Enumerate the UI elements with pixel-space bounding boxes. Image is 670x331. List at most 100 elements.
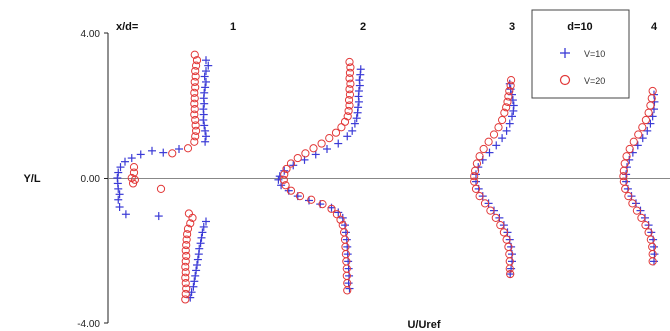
marker-circle-v20-station-2 [295, 192, 305, 201]
marker-circle-v20-station-1 [188, 213, 197, 222]
legend-marker-plus-icon [560, 48, 570, 58]
marker-circle-v20-station-2 [293, 153, 302, 163]
marker-circle-v20-station-2 [337, 123, 346, 132]
marker-circle-v20-station-2 [279, 175, 288, 184]
marker-plus-v10-station-4 [650, 242, 658, 251]
marker-circle-v20-station-2 [336, 215, 345, 224]
marker-circle-v20-station-4 [629, 137, 638, 146]
marker-plus-v10-station-2 [341, 228, 350, 237]
marker-circle-v20-station-2 [345, 101, 354, 110]
y-tick-label-bottom: -4.00 [77, 319, 100, 330]
marker-circle-v20-station-2 [282, 164, 291, 174]
marker-plus-v10-station-1 [192, 266, 201, 275]
marker-circle-v20-station-1 [191, 72, 200, 81]
marker-circle-v20-station-1 [183, 144, 193, 153]
marker-plus-v10-station-1 [116, 163, 125, 172]
marker-circle-v20-station-2 [345, 90, 355, 99]
marker-circle-v20-station-4 [641, 115, 651, 125]
marker-circle-v20-station-1 [181, 246, 190, 255]
marker-circle-v20-station-2 [286, 186, 296, 195]
y-axis-label: Y/L [23, 173, 40, 185]
marker-circle-v20-station-3 [475, 152, 484, 161]
marker-circle-v20-station-4 [628, 199, 637, 208]
marker-circle-v20-station-2 [318, 200, 327, 209]
marker-circle-v20-station-1 [181, 268, 190, 277]
marker-circle-v20-station-3 [475, 192, 484, 201]
marker-circle-v20-station-1 [182, 235, 191, 244]
marker-circle-v20-station-1 [182, 284, 191, 293]
marker-circle-v20-station-1 [181, 289, 190, 299]
data-points [113, 50, 659, 304]
legend-marker-circle-icon [559, 74, 571, 86]
marker-circle-v20-station-3 [472, 159, 481, 168]
marker-circle-v20-station-1 [181, 295, 190, 304]
marker-circle-v20-station-4 [644, 228, 653, 237]
marker-circle-v20-station-2 [280, 170, 289, 179]
marker-circle-v20-station-3 [496, 221, 505, 230]
marker-plus-v10-station-3 [485, 148, 494, 157]
marker-plus-v10-station-2 [348, 126, 357, 135]
station-label-3: 3 [509, 21, 515, 33]
marker-circle-v20-station-3 [491, 213, 500, 222]
marker-circle-v20-station-1 [190, 105, 199, 114]
marker-plus-v10-station-1 [114, 184, 123, 193]
marker-plus-v10-station-2 [354, 97, 363, 106]
marker-plus-v10-station-1 [198, 228, 207, 237]
marker-plus-v10-station-2 [342, 235, 351, 244]
marker-circle-v20-station-3 [506, 269, 515, 279]
marker-circle-v20-station-1 [130, 175, 139, 184]
y-axis: 4.00 0.00 -4.00 Y/L [23, 29, 109, 330]
marker-plus-v10-station-1 [199, 116, 208, 124]
marker-plus-v10-station-1 [114, 195, 123, 204]
marker-plus-v10-station-1 [199, 222, 208, 231]
marker-plus-v10-station-1 [115, 203, 124, 211]
marker-circle-v20-station-4 [641, 221, 650, 230]
marker-plus-v10-station-2 [344, 264, 353, 273]
marker-circle-v20-station-1 [191, 115, 200, 125]
marker-circle-v20-station-1 [190, 137, 199, 146]
marker-circle-v20-station-1 [191, 83, 200, 92]
marker-plus-v10-station-2 [334, 139, 343, 148]
marker-plus-v10-station-1 [200, 121, 209, 130]
marker-circle-v20-station-4 [638, 123, 647, 132]
marker-plus-v10-station-1 [121, 210, 130, 219]
marker-plus-v10-station-3 [508, 112, 516, 121]
station-header: x/d= [116, 21, 138, 33]
marker-circle-v20-station-2 [301, 149, 310, 158]
marker-circle-v20-station-1 [183, 230, 192, 239]
marker-plus-v10-station-1 [200, 99, 209, 108]
marker-circle-v20-station-3 [502, 103, 511, 112]
marker-circle-v20-station-2 [345, 85, 354, 94]
y-tick-label-top: 4.00 [81, 29, 101, 40]
marker-circle-v20-station-1 [168, 149, 177, 158]
marker-plus-v10-station-4 [650, 250, 659, 259]
marker-circle-v20-station-4 [624, 192, 633, 201]
legend-title: d=10 [567, 21, 592, 33]
marker-circle-v20-station-2 [345, 57, 354, 67]
marker-circle-v20-station-4 [621, 184, 630, 193]
marker-circle-v20-station-1 [181, 273, 190, 282]
marker-circle-v20-station-2 [346, 63, 355, 72]
marker-plus-v10-station-2 [350, 119, 359, 128]
marker-circle-v20-station-2 [344, 95, 354, 105]
marker-plus-v10-station-3 [509, 106, 518, 115]
marker-circle-v20-station-1 [129, 163, 139, 172]
marker-plus-v10-station-1 [202, 217, 210, 226]
marker-circle-v20-station-4 [625, 144, 634, 154]
marker-plus-v10-station-1 [201, 126, 210, 135]
marker-plus-v10-station-1 [115, 190, 124, 199]
marker-circle-v20-station-2 [331, 128, 341, 137]
marker-circle-v20-station-3 [494, 123, 503, 132]
marker-circle-v20-station-3 [506, 81, 515, 90]
marker-plus-v10-station-2 [311, 150, 320, 159]
marker-circle-v20-station-1 [192, 126, 201, 135]
marker-circle-v20-station-1 [192, 61, 201, 70]
marker-circle-v20-station-4 [648, 257, 657, 266]
marker-plus-v10-station-1 [121, 157, 129, 166]
marker-plus-v10-station-1 [202, 77, 210, 86]
marker-plus-v10-station-1 [127, 154, 136, 163]
marker-circle-v20-station-4 [619, 166, 628, 175]
marker-plus-v10-station-1 [202, 132, 210, 141]
marker-circle-v20-station-1 [181, 262, 190, 271]
